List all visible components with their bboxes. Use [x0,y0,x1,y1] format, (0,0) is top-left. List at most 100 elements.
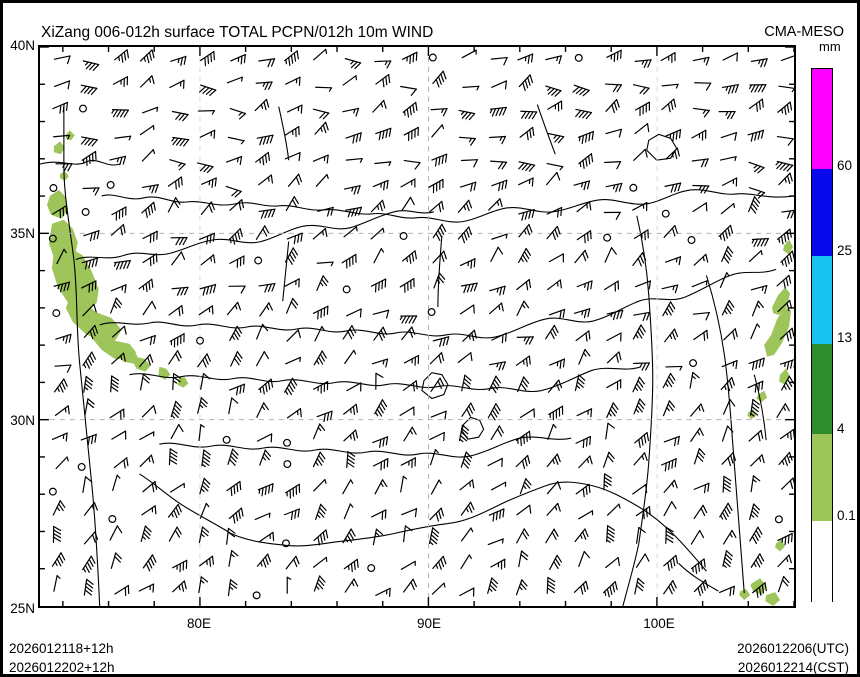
wind-barb [459,258,476,269]
wind-barb [139,454,155,468]
wind-barb [429,200,444,213]
wind-barb [255,225,270,240]
wind-barb [545,85,562,97]
wind-barb [287,173,303,187]
wind-barb [312,108,330,120]
wind-barb [780,55,794,61]
colorbar[interactable] [811,68,833,603]
xlabel-80e: 80E [186,616,212,631]
wind-barb [490,481,507,491]
calm-circle [283,460,292,469]
wind-barb [778,172,793,186]
wind-barb [664,182,682,193]
wind-barb [53,80,71,90]
wind-barb [723,328,738,341]
wind-barb [693,579,709,597]
wind-barb [399,315,418,324]
wind-barb [575,108,593,120]
wind-barb [721,246,734,264]
wind-barb [312,154,329,164]
footer-valid-cst: 2026012214(CST) [737,660,849,675]
wind-barb [572,84,590,97]
wind-barb [691,280,708,288]
wind-barb [462,85,480,91]
wind-barb [460,554,472,570]
wind-barb [518,177,534,187]
wind-barb [343,185,361,195]
calm-circle [77,462,86,471]
wind-barb [110,224,126,236]
wind-barb [200,201,215,216]
wind-barb [549,358,566,369]
wind-barb [373,326,388,341]
wind-barb [605,556,620,569]
wind-barb [576,408,593,418]
wind-barb [573,180,591,191]
wind-barb [633,398,646,415]
wind-barb [515,430,531,447]
wind-barb [170,423,184,440]
wind-barb [80,433,97,446]
wind-barb [51,552,66,567]
wind-barb [167,176,183,190]
wind-barb [490,558,506,570]
wind-barb [722,399,736,415]
wind-barb [748,187,766,199]
wind-barb [400,475,408,493]
wind-barb [82,303,97,317]
wind-barb [312,228,328,240]
wind-barb [518,550,529,568]
wind-barb [139,49,155,64]
wind-barb [142,253,158,267]
wind-barb [516,336,534,345]
calm-circle [428,53,437,62]
wind-barb [487,403,501,421]
calm-circle [252,591,261,600]
wind-barb [403,525,413,543]
wind-barb [375,127,392,141]
wind-barb [401,51,418,65]
wind-barb [718,110,736,120]
wind-barb [139,354,154,368]
wind-barb [516,279,532,291]
wind-barb [722,550,733,568]
wind-barb [315,503,327,521]
wind-barb [603,473,612,491]
wind-barb [254,98,270,112]
wind-barb [432,223,447,241]
wind-barb [114,135,132,141]
wind-barb [109,408,125,420]
calm-circle [196,336,205,345]
wind-barb [429,449,439,466]
wind-barb [721,359,738,370]
wind-barb [226,527,236,545]
calm-circle [79,104,87,113]
wind-barb [285,356,301,365]
wind-barb [777,575,790,593]
footer-valid-utc: 2026012206(UTC) [737,641,849,656]
wind-barb [342,528,356,544]
wind-barb [603,211,621,220]
wind-barb [55,163,73,172]
wind-barb [83,578,94,596]
wind-barb [663,435,680,447]
wind-barb [748,429,764,442]
wind-barb [665,129,682,142]
wind-barb [490,160,508,170]
wind-barb [370,199,386,213]
wind-barb [721,177,738,187]
wind-barb [52,500,66,516]
wind-barb [547,100,563,112]
map-plot-area[interactable] [38,45,796,608]
wind-barb [112,474,121,492]
wind-barb-field [48,48,794,600]
wind-barb [718,224,734,242]
wind-barb [112,76,129,88]
wind-barb [750,285,768,294]
wind-barb [429,352,445,365]
wind-barb [747,380,764,393]
wind-barb [316,410,333,423]
colorbar-label-60: 60 [837,158,853,173]
calm-circle [774,515,783,524]
wind-barb [83,531,99,545]
